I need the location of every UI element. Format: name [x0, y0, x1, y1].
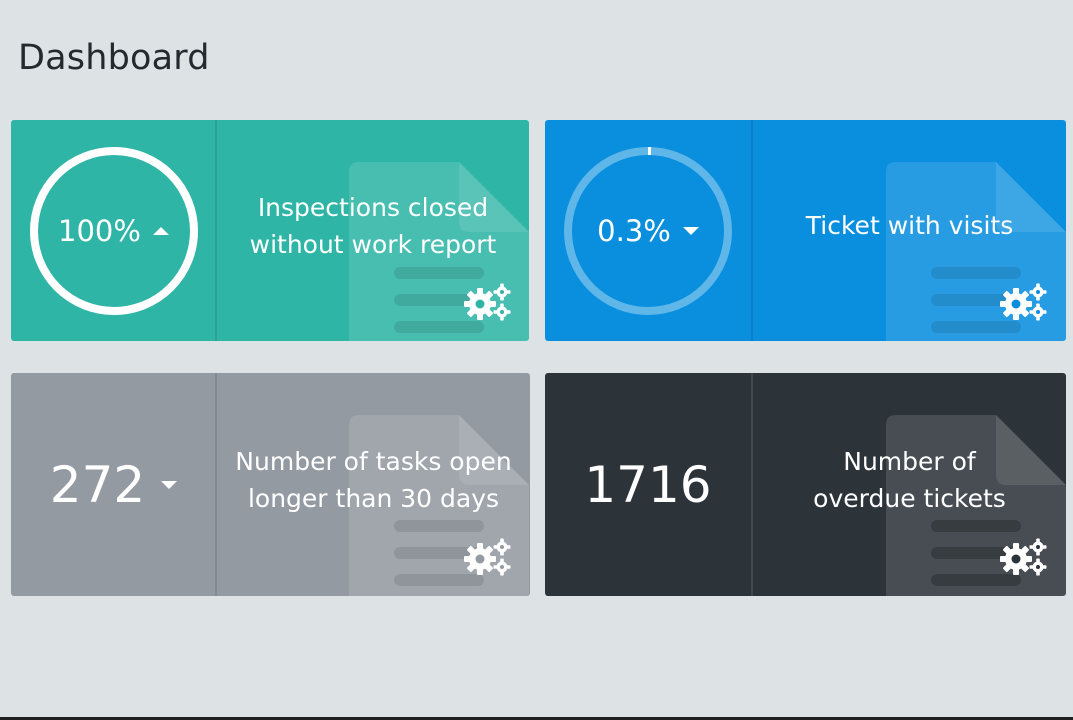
kpi-label: Inspections closed without work report [249, 192, 497, 259]
kpi-value-area: 272 [11, 373, 216, 596]
gears-icon[interactable] [998, 537, 1050, 577]
card-divider [215, 120, 217, 341]
kpi-value: 1716 [584, 455, 712, 514]
bottom-border [0, 717, 1073, 720]
card-divider [215, 373, 217, 596]
page-title: Dashboard [18, 38, 210, 78]
kpi-card-inspections[interactable]: 100% Inspections closed without work rep… [11, 120, 529, 341]
card-divider [751, 373, 753, 596]
kpi-value-area: 100% [11, 120, 216, 341]
progress-ring: 0.3% [562, 145, 734, 317]
kpi-card-ticket-visits[interactable]: 0.3% Ticket with visits [545, 120, 1066, 341]
kpi-label-area: Number of tasks open longer than 30 days [217, 373, 530, 596]
kpi-value-area: 0.3% [545, 120, 751, 341]
caret-up-icon [152, 226, 169, 235]
gears-icon[interactable] [462, 537, 514, 577]
progress-ring: 100% [28, 145, 200, 317]
kpi-card-tasks-open[interactable]: 272 Number of tasks open longer than 30 … [11, 373, 530, 596]
kpi-label: Ticket with visits [805, 211, 1014, 240]
kpi-label: Number of tasks open longer than 30 days [235, 446, 512, 513]
kpi-value: 272 [49, 455, 146, 514]
kpi-label-area: Number of overdue tickets [753, 373, 1066, 596]
gears-icon[interactable] [462, 282, 514, 322]
kpi-card-overdue-tickets[interactable]: 1716 Number of overdue tickets [545, 373, 1066, 596]
kpi-label-area: Ticket with visits [753, 120, 1066, 341]
gears-icon[interactable] [998, 282, 1050, 322]
kpi-value: 0.3% [597, 213, 671, 248]
card-divider [751, 120, 753, 341]
kpi-label-area: Inspections closed without work report [217, 120, 529, 341]
caret-down-icon [161, 480, 178, 489]
caret-down-icon [682, 226, 699, 235]
kpi-value: 100% [58, 213, 141, 248]
kpi-value-area: 1716 [545, 373, 751, 596]
kpi-label: Number of overdue tickets [813, 446, 1006, 513]
